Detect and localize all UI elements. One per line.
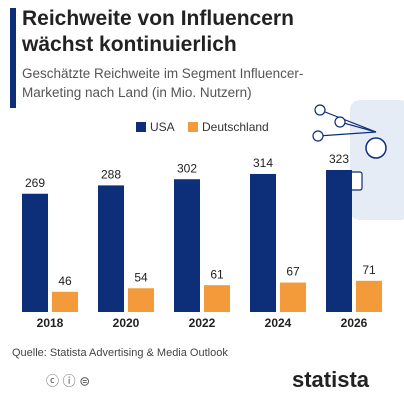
source: Quelle: Statista Advertising & Media Out… bbox=[12, 347, 228, 359]
value-label: 323 bbox=[329, 152, 349, 166]
bar bbox=[98, 185, 124, 312]
legend-label: USA bbox=[150, 120, 175, 134]
value-label: 302 bbox=[177, 161, 197, 175]
bar bbox=[128, 288, 154, 312]
bar bbox=[356, 280, 382, 312]
value-label: 61 bbox=[210, 267, 224, 281]
avatar-icon bbox=[365, 137, 387, 159]
license-icons: ⓒ ⓘ ⊜ bbox=[46, 373, 90, 388]
value-label: 269 bbox=[25, 176, 45, 190]
x-tick-label: 2018 bbox=[37, 316, 64, 330]
x-tick-label: 2022 bbox=[189, 316, 216, 330]
bar bbox=[52, 291, 78, 312]
value-label: 71 bbox=[362, 263, 376, 277]
x-tick-label: 2024 bbox=[265, 316, 292, 330]
bar bbox=[326, 170, 352, 312]
legend-swatch bbox=[188, 122, 198, 132]
phone-illustration bbox=[350, 100, 404, 220]
x-tick-label: 2020 bbox=[113, 316, 140, 330]
legend-label: Deutschland bbox=[202, 120, 269, 134]
value-label: 46 bbox=[58, 274, 72, 288]
value-label: 67 bbox=[286, 265, 300, 279]
bar bbox=[204, 285, 230, 312]
value-label: 288 bbox=[101, 168, 121, 182]
bar bbox=[280, 282, 306, 312]
accent-bar bbox=[10, 8, 16, 108]
chart-subtitle: Geschätzte Reichweite im Segment Influen… bbox=[22, 66, 304, 100]
bar bbox=[174, 179, 200, 312]
legend-swatch bbox=[136, 122, 146, 132]
brand-logo: statista bbox=[292, 367, 370, 392]
bar bbox=[22, 193, 48, 312]
x-tick-label: 2026 bbox=[341, 316, 368, 330]
bar bbox=[250, 173, 276, 312]
value-label: 314 bbox=[253, 156, 273, 170]
chart-title: Reichweite von Influencern wächst kontin… bbox=[22, 7, 294, 56]
value-label: 54 bbox=[134, 270, 148, 284]
